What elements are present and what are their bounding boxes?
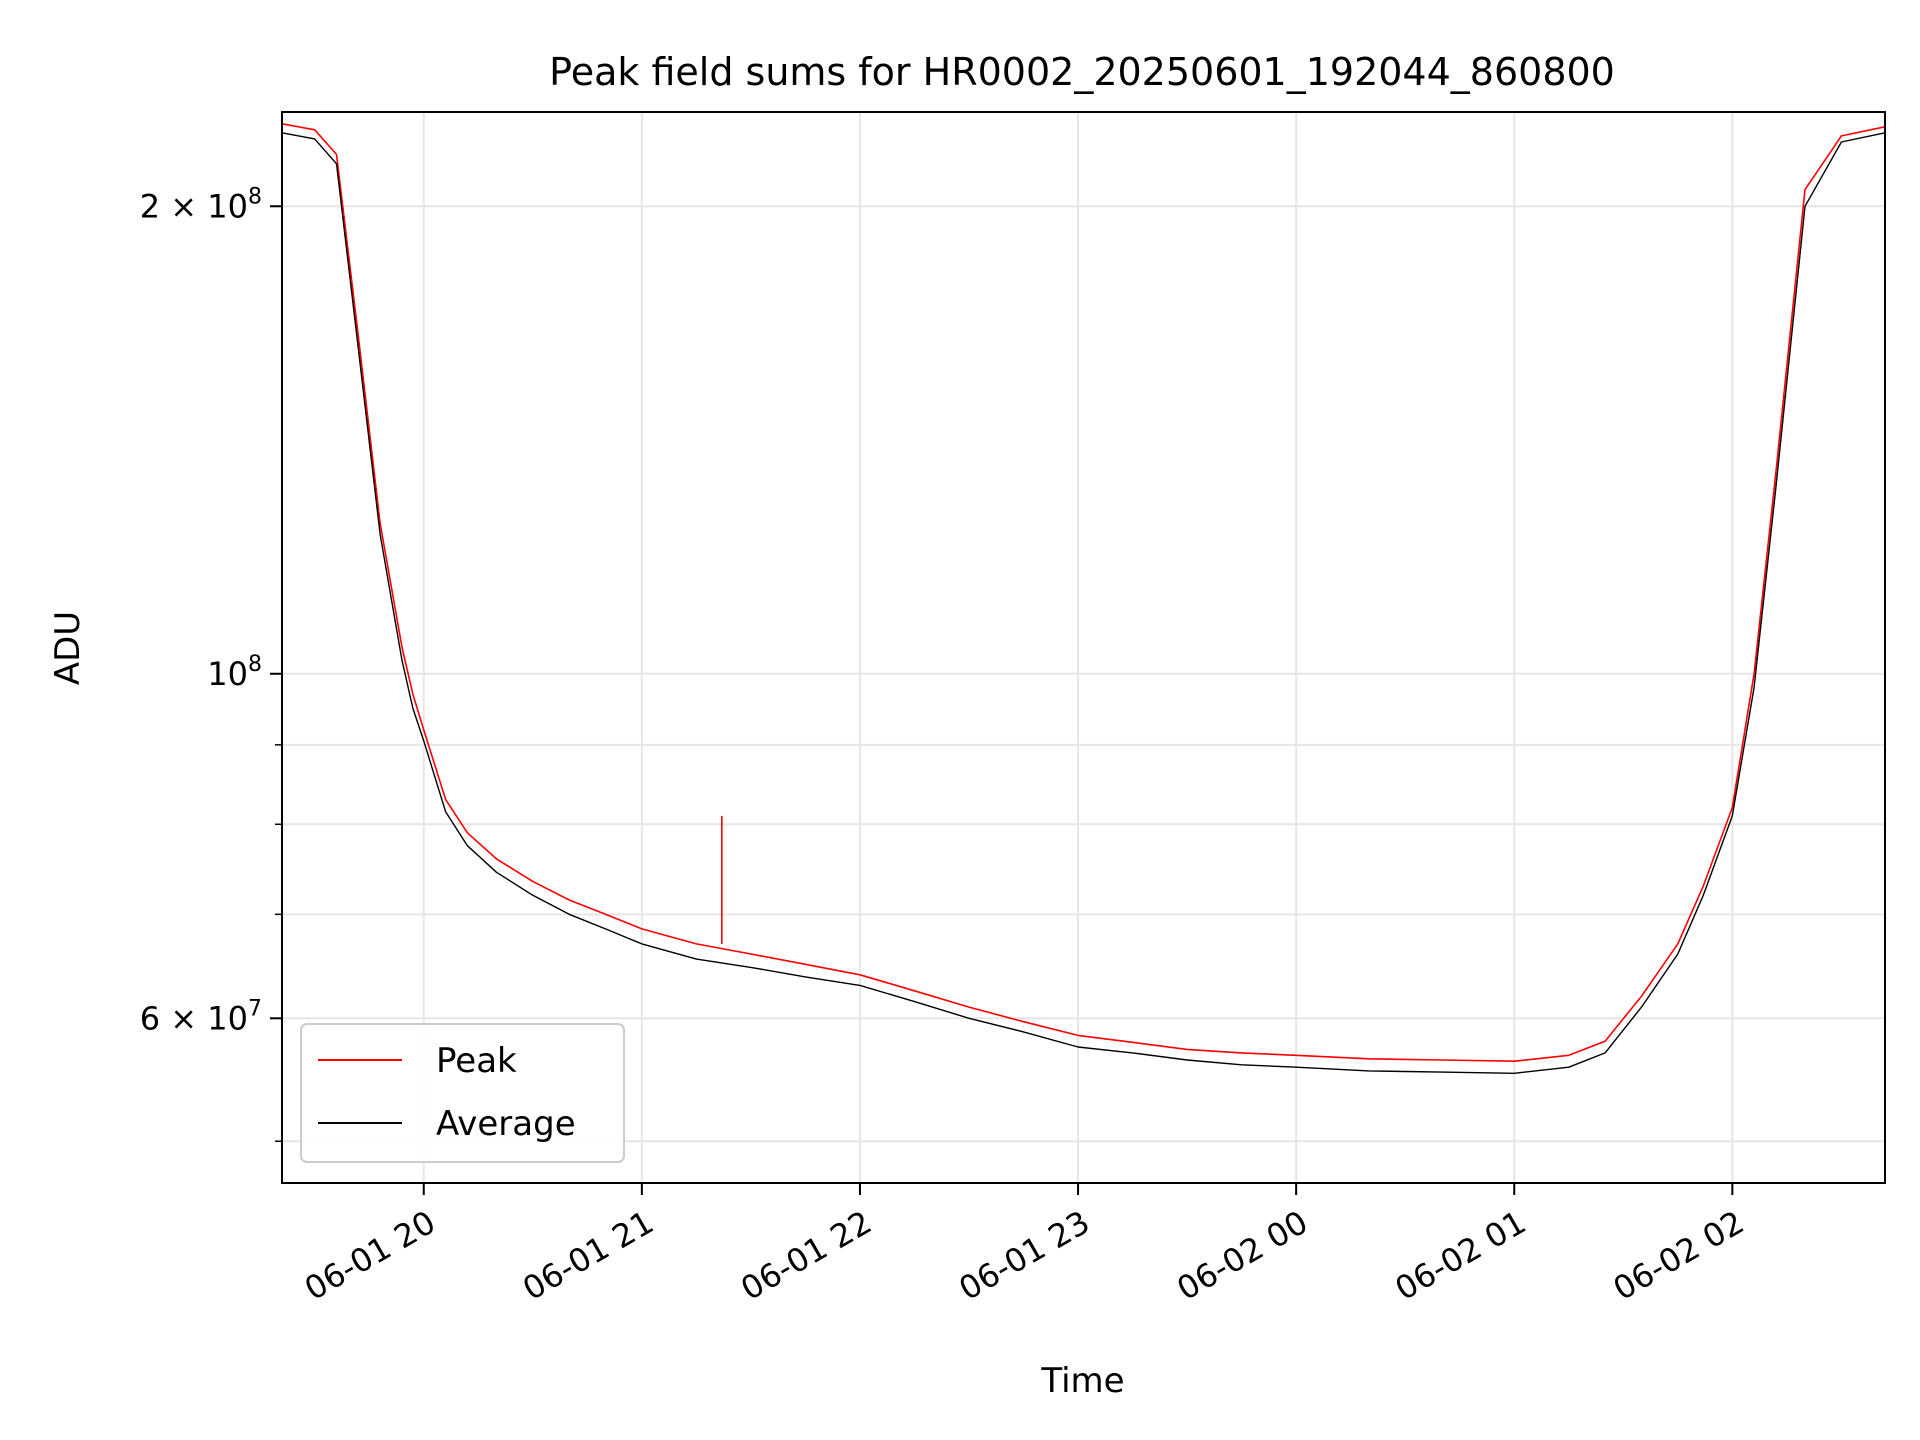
y-tick-label: 108 [207, 652, 262, 693]
y-tick-label: 6 × 107 [140, 996, 262, 1037]
series-line-average [281, 132, 1886, 1075]
legend-label-average: Average [436, 1104, 576, 1144]
series-line-peak [281, 123, 1886, 1062]
plot-frame [281, 111, 1886, 1184]
legend: Peak Average [300, 1023, 625, 1163]
legend-label-peak: Peak [436, 1041, 517, 1081]
grid [282, 112, 1885, 1183]
y-tick-label: 2 × 108 [140, 184, 262, 225]
series-layer [281, 123, 1886, 1075]
y-axis-label: ADU [48, 611, 88, 685]
y-axis: 2 × 108 108 6 × 107 [140, 184, 282, 1143]
legend-box [300, 1023, 625, 1163]
chart-title: Peak field sums for HR0002_20250601_1920… [549, 50, 1615, 94]
x-axis-label: Time [1040, 1361, 1124, 1401]
